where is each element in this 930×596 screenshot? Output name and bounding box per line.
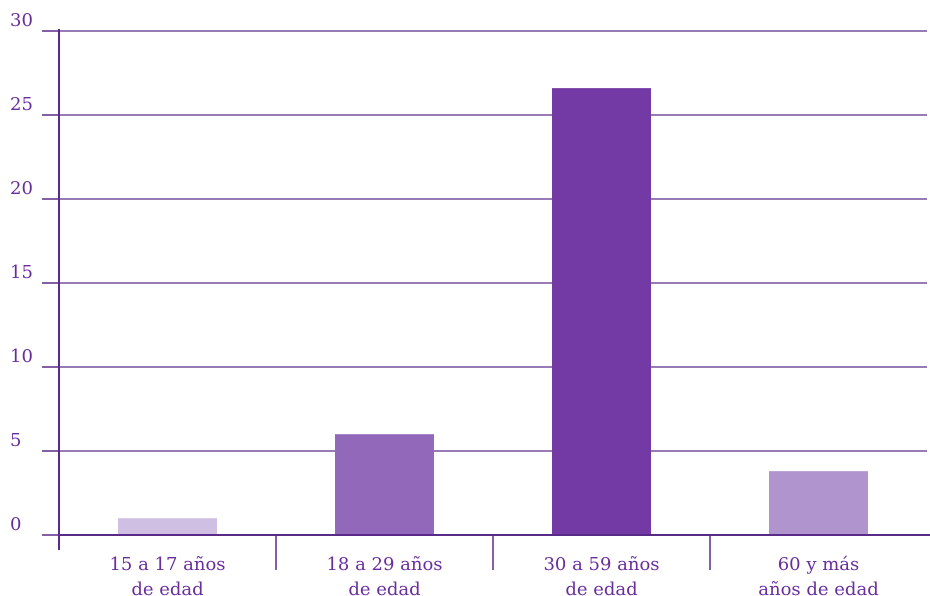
x-tick-label: años de edad	[758, 579, 878, 596]
bar	[335, 434, 434, 535]
bar	[552, 88, 651, 536]
x-tick-label: 30 a 59 años	[543, 554, 659, 575]
y-tick-label: 30	[10, 10, 33, 31]
y-tick-label: 10	[10, 346, 33, 367]
bars	[118, 88, 868, 536]
x-tick-label: 18 a 29 años	[326, 554, 442, 575]
y-tick-label: 15	[10, 262, 33, 283]
gridlines	[59, 30, 927, 452]
x-axis-labels: 15 a 17 años de edad 18 a 29 años de edad 30…	[109, 554, 878, 596]
y-tick-label: 20	[10, 178, 33, 199]
y-tick-label: 25	[10, 94, 33, 115]
x-tick-label: de edad	[348, 579, 420, 596]
bar	[118, 518, 217, 535]
axes	[58, 29, 930, 570]
y-axis-ticks: 0 5 10 15 20 25 30	[10, 10, 59, 536]
y-tick-label: 5	[10, 430, 21, 451]
bar	[769, 471, 868, 535]
x-tick-label: 60 y más	[778, 554, 860, 575]
y-tick-label: 0	[10, 514, 21, 535]
x-tick-label: de edad	[565, 579, 637, 596]
x-tick-label: 15 a 17 años	[109, 554, 225, 575]
x-tick-label: de edad	[131, 579, 203, 596]
